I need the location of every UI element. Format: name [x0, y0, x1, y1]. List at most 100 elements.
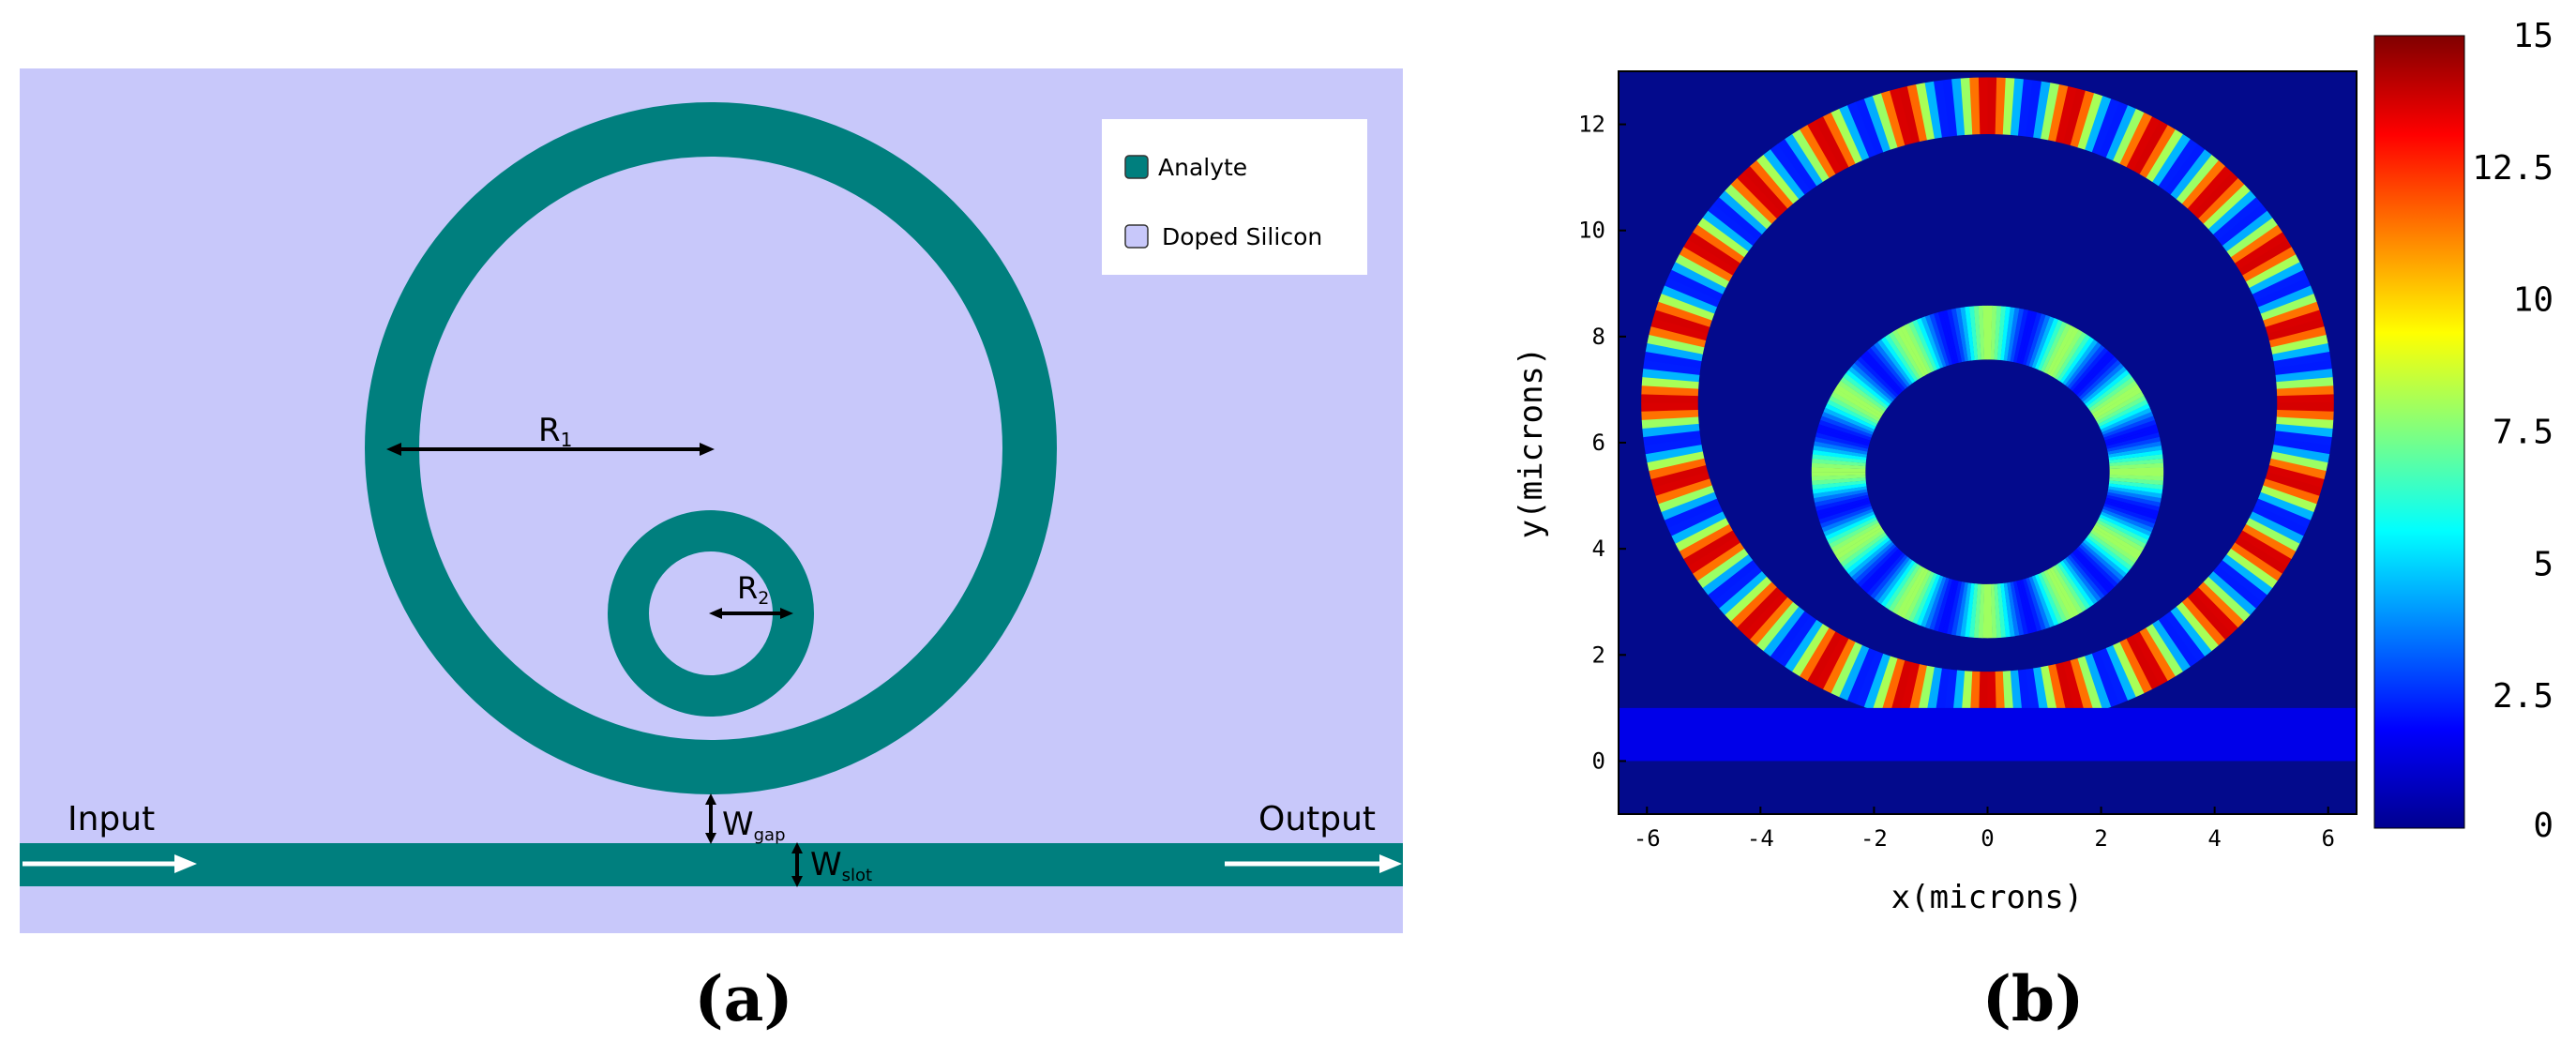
inner-ring-segment: [1820, 415, 1873, 438]
outer-ring-segment: [2213, 565, 2263, 609]
outer-ring-segment: [2276, 376, 2334, 389]
inner-ring-segment: [1924, 314, 1947, 368]
outer-ring-segment: [1785, 619, 1824, 672]
inner-ring-segment: [2054, 331, 2087, 380]
outer-ring-segment: [2197, 177, 2245, 224]
outer-ring-segment: [2265, 310, 2323, 335]
outer-ring-segment: [2146, 128, 2183, 183]
y-tick-label: 12: [1578, 112, 1605, 138]
inner-ring-segment: [1837, 529, 1885, 564]
outer-ring-segment: [1661, 285, 1718, 314]
inner-ring-segment: [1854, 544, 1897, 584]
inner-ring-segment: [1830, 391, 1880, 422]
inner-ring-segment: [2049, 327, 2079, 377]
outer-ring-segment: [1830, 108, 1862, 164]
outer-ring-segment: [1792, 624, 1830, 677]
outer-ring-segment: [2158, 138, 2198, 190]
inner-ring-segment: [1933, 312, 1953, 366]
outer-ring-segment: [1770, 143, 1811, 195]
outer-ring-segment: [1671, 511, 1726, 545]
outer-ring-segment: [1822, 112, 1856, 168]
outer-ring-segment: [2257, 285, 2314, 314]
inner-ring-segment: [1870, 554, 1908, 599]
inner-ring-segment: [1912, 319, 1938, 371]
outer-ring-segment: [1655, 301, 1712, 328]
colorbar-tick-label: 5: [2533, 545, 2553, 583]
wgap-dimension-arrow: [705, 793, 716, 844]
outer-ring-segment: [1750, 596, 1794, 646]
inner-ring-segment: [2106, 436, 2161, 452]
outer-ring-segment: [1942, 669, 1958, 727]
inner-ring-segment: [2107, 489, 2162, 503]
outer-ring-segment: [1855, 98, 1884, 156]
inner-ring-segment: [1825, 403, 1876, 430]
outer-ring-segment: [2062, 660, 2086, 717]
inner-ring-segment: [2095, 521, 2145, 552]
outer-ring-segment: [2040, 83, 2059, 141]
x-tick-label: -6: [1634, 825, 1661, 852]
inner-ring-segment: [1814, 436, 1869, 452]
inner-ring-segment: [1888, 331, 1921, 381]
inner-ring-segment: [1830, 521, 1880, 552]
outer-ring-segment: [2267, 464, 2325, 488]
outer-ring-segment: [1863, 96, 1891, 153]
outer-ring-segment: [1679, 523, 1733, 560]
outer-ring-segment: [1641, 416, 1699, 430]
outer-ring-segment: [1807, 631, 1843, 686]
outer-ring-segment: [2270, 334, 2328, 355]
inner-ring-segment: [2046, 325, 2075, 375]
outer-ring-segment: [1872, 656, 1899, 713]
bus-waveguide: [20, 843, 1403, 886]
inner-ring-segment: [2070, 552, 2109, 596]
outer-ring-segment: [1960, 77, 1973, 135]
outer-ring-segment: [1924, 81, 1942, 139]
inner-ring-segment: [2108, 486, 2162, 499]
outer-ring-segment: [2002, 77, 2015, 135]
outer-ring-segment: [2272, 444, 2330, 463]
outer-ring-segment: [2017, 669, 2033, 727]
inner-ring-segment: [1812, 483, 1867, 494]
wgap-label: Wgap: [722, 806, 786, 845]
outer-ring-segment: [2047, 83, 2069, 143]
inner-ring-segment: [2088, 376, 2135, 412]
inner-ring-segment: [2034, 318, 2059, 370]
outer-ring-segment: [1687, 232, 1740, 270]
inner-ring-segment: [1867, 552, 1906, 596]
inner-ring-segment: [2080, 363, 2124, 402]
outer-ring-segment: [2203, 576, 2251, 622]
outer-ring-segment: [1644, 437, 1702, 455]
inner-ring-segment: [1916, 574, 1941, 627]
outer-ring-segment: [1702, 210, 1754, 252]
outer-ring-segment: [2274, 359, 2332, 375]
inner-ring-segment: [1829, 395, 1879, 425]
outer-ring-segment: [1664, 278, 1721, 308]
outer-ring-segment: [2139, 627, 2177, 681]
outer-ring-segment: [2002, 671, 2015, 729]
x-tick-label: 6: [2322, 825, 2335, 852]
inner-ring-segment: [2086, 534, 2132, 571]
outer-ring-segment: [2252, 269, 2308, 301]
y-tick-label: 8: [1592, 324, 1605, 350]
outer-ring-segment: [1649, 458, 1707, 480]
colorbar: [2373, 35, 2465, 829]
outer-ring-segment: [1645, 342, 1703, 362]
outer-ring-segment: [2267, 317, 2325, 341]
inner-ring-segment: [2102, 415, 2155, 438]
outer-ring-segment: [2207, 570, 2257, 615]
inner-ring-segment: [2062, 558, 2099, 605]
inner-ring-segment: [1896, 566, 1926, 617]
inner-ring-segment: [1921, 316, 1944, 369]
outer-ring-segment: [2252, 505, 2308, 536]
outer-ring-segment: [1737, 172, 1783, 219]
outer-ring-segment: [1692, 224, 1745, 264]
outer-ring-segment: [2187, 165, 2232, 214]
inner-ring-segment: [2070, 347, 2108, 391]
outer-ring-segment: [1777, 615, 1817, 668]
inner-ring-segment: [2003, 307, 2015, 361]
inner-ring-segment: [1814, 489, 1868, 504]
inner-ring-segment: [2071, 350, 2112, 394]
outer-ring-segment: [1650, 318, 1709, 341]
inner-ring-segment: [1929, 577, 1950, 630]
wslot-dimension-arrow: [791, 842, 803, 887]
outer-ring-segment: [2070, 657, 2095, 716]
